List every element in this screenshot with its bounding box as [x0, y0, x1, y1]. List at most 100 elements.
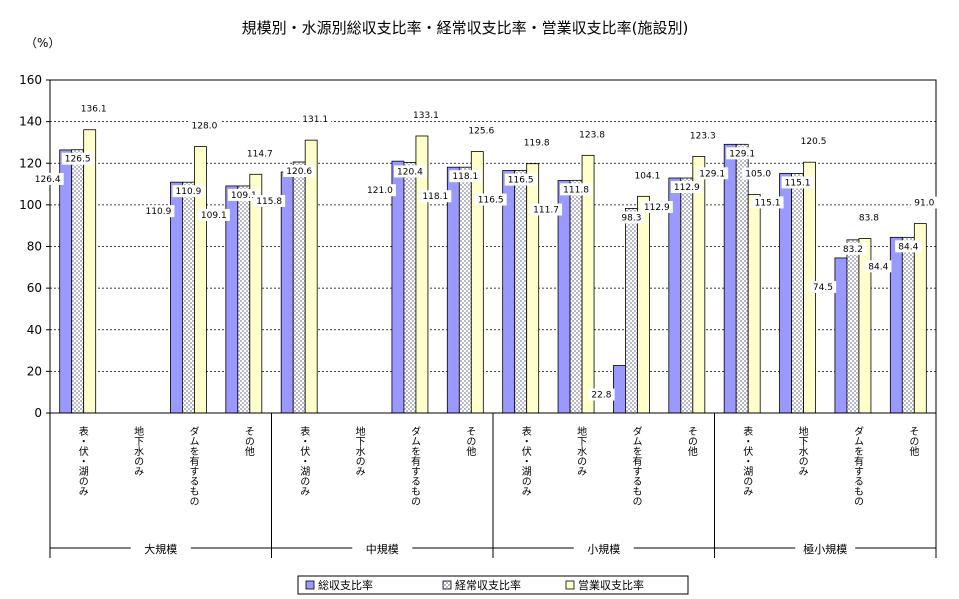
- data-label: 129.1: [699, 169, 725, 179]
- data-label-bg: [474, 193, 507, 206]
- y-tick-label: 140: [19, 115, 42, 129]
- bar: [889, 236, 903, 414]
- bar: [779, 173, 792, 414]
- data-label-bg: [576, 128, 609, 141]
- data-label: 120.4: [397, 167, 423, 177]
- bar: [83, 129, 97, 414]
- data-label-bg: [696, 167, 729, 180]
- category-label: その他: [907, 426, 919, 457]
- data-label-bg: [243, 147, 276, 160]
- data-label-bg: [409, 108, 442, 121]
- legend-swatch: [565, 580, 575, 590]
- data-label-bg: [188, 119, 221, 132]
- data-label-bg: [197, 208, 230, 221]
- category-label: 地下水のみ: [132, 425, 144, 476]
- y-tick-label: 100: [19, 198, 42, 212]
- data-label-bg: [686, 129, 719, 142]
- bar: [613, 365, 626, 414]
- data-label: 110.9: [176, 187, 202, 197]
- data-label-bg: [530, 203, 563, 216]
- bar: [403, 162, 417, 414]
- data-label-bg: [797, 135, 830, 148]
- data-label: 128.0: [192, 122, 218, 132]
- y-tick-label: 20: [27, 364, 42, 378]
- group-label: 大規模: [144, 542, 177, 556]
- bar: [514, 170, 528, 414]
- data-label-bg: [618, 211, 645, 224]
- data-label: 120.6: [286, 167, 312, 177]
- data-label: 120.5: [801, 137, 827, 147]
- category-label: その他: [464, 426, 476, 457]
- bar: [668, 177, 682, 414]
- bar: [901, 236, 915, 414]
- data-label: 91.0: [914, 199, 934, 209]
- data-label-bg: [142, 205, 175, 218]
- category-label: ダムを有するもの: [630, 426, 642, 506]
- group-label: 中規模: [366, 542, 399, 556]
- bar: [237, 185, 251, 414]
- data-label-bg: [742, 167, 775, 180]
- bar: [846, 239, 860, 414]
- bar: [637, 195, 650, 414]
- data-labels: 126.4 126.5 136.1 110.9 110.9 128.0 109.1 109.1…: [31, 102, 938, 401]
- data-label: 83.8: [859, 214, 879, 224]
- data-label: 126.5: [65, 155, 91, 165]
- data-label: 126.4: [35, 175, 61, 185]
- data-label-bg: [670, 181, 703, 194]
- category-label: 地下水のみ: [575, 425, 587, 476]
- y-tick-label: 80: [27, 240, 42, 254]
- data-label: 115.1: [785, 178, 811, 188]
- data-label: 116.5: [478, 196, 504, 206]
- bar: [526, 163, 540, 414]
- bar: [280, 171, 294, 414]
- data-label: 125.6: [468, 127, 494, 137]
- data-label-bg: [465, 124, 498, 137]
- bar: [458, 166, 472, 414]
- group-label-bg: [573, 540, 634, 556]
- data-label: 98.3: [621, 213, 641, 223]
- group-label: 小規模: [587, 542, 620, 556]
- category-label: 表・伏・湖のみ: [298, 425, 310, 496]
- bar: [249, 173, 263, 414]
- group-label: 極小規模: [803, 542, 847, 556]
- data-label-bg: [504, 173, 537, 186]
- data-label: 112.9: [674, 183, 700, 193]
- data-label-bg: [253, 194, 286, 207]
- data-label: 131.1: [302, 115, 328, 125]
- data-label: 115.1: [755, 198, 781, 208]
- data-label: 111.7: [533, 206, 559, 216]
- bar: [415, 135, 429, 414]
- bar: [391, 160, 405, 414]
- legend-swatch: [305, 580, 315, 590]
- y-tick-label: 160: [19, 73, 42, 87]
- y-tick-label: 60: [27, 281, 42, 295]
- y-tick-label: 120: [19, 156, 42, 170]
- data-label: 83.2: [843, 245, 863, 255]
- legend-label: 総収支比率: [318, 578, 373, 592]
- bar: [723, 143, 737, 414]
- category-label: ダムを有するもの: [187, 426, 199, 506]
- bar: [446, 166, 460, 414]
- data-label-bg: [911, 196, 938, 209]
- data-label-bg: [809, 280, 837, 293]
- data-label: 119.8: [524, 139, 550, 149]
- category-label: 表・伏・湖のみ: [76, 425, 88, 496]
- category-label: ダムを有するもの: [851, 426, 863, 506]
- data-label: 114.7: [247, 149, 273, 159]
- data-label: 129.1: [729, 149, 755, 159]
- data-label-bg: [560, 183, 593, 196]
- bar: [304, 139, 318, 414]
- bar: [692, 155, 706, 414]
- data-label-bg: [631, 169, 664, 182]
- group-label-bg: [795, 540, 856, 556]
- data-label: 123.8: [579, 130, 605, 140]
- bar: [502, 170, 516, 414]
- data-label: 121.0: [367, 186, 393, 196]
- data-label: 123.3: [690, 131, 716, 141]
- data-label: 115.8: [256, 197, 282, 207]
- bar: [791, 173, 804, 414]
- data-label-bg: [895, 240, 922, 253]
- legend-label: 経常収支比率: [455, 578, 521, 592]
